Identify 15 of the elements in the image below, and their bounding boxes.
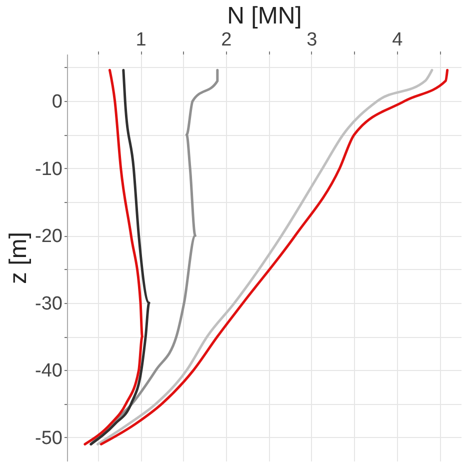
y-tick-label: 0 [52,92,62,113]
line-series [84,68,144,446]
y-tick-label: -10 [35,158,62,180]
y-tick-label: -50 [35,428,62,449]
line-series [90,68,150,446]
y-tick-label: -30 [35,293,62,314]
line-series [90,68,219,446]
y-axis-title: z [m] [5,232,32,284]
y-tick-label: -20 [35,226,62,248]
x-tick-label: 1 [136,30,146,50]
x-tick-label: 2 [221,30,232,50]
y-tick-label: -40 [35,360,62,382]
x-axis-title: N [MN] [227,2,302,30]
x-tick-label: 4 [392,30,404,50]
x-tick-label: 3 [306,30,318,50]
